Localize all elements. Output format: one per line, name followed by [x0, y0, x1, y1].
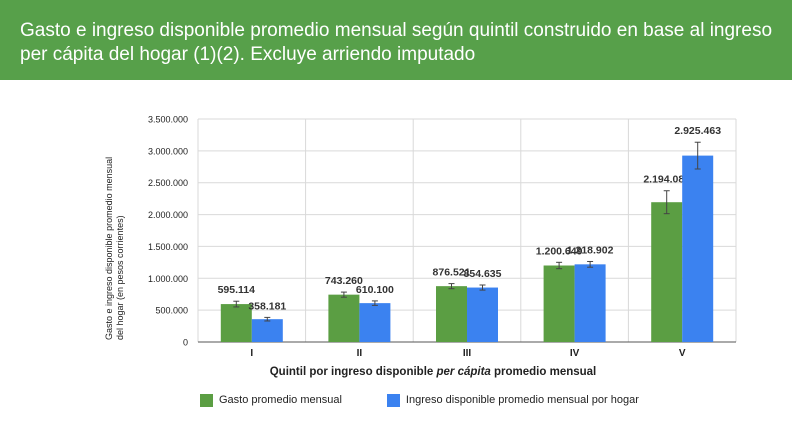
x-tick-label: V: [679, 348, 686, 359]
x-axis-title-italic: per cápita: [435, 366, 491, 378]
chart-legend: Gasto promedio mensual Ingreso disponibl…: [200, 392, 639, 408]
bar-chart: 0 500.000 1.000.000 1.500.000 2.000.000 2.500…: [104, 115, 737, 378]
data-label-ingreso: 1.218.902: [567, 244, 614, 256]
y-axis-title: Gasto e ingreso disponible promedio mens…: [104, 157, 125, 340]
legend-label-ingreso: Ingreso disponible promedio mensual por …: [405, 394, 639, 406]
x-axis-title-part: promedio mensual: [491, 366, 596, 378]
legend-item-ingreso: Ingreso disponible promedio mensual por …: [386, 393, 639, 407]
x-axis-title: Quintil por ingreso disponible per cápit…: [270, 366, 597, 378]
header-banner: Gasto e ingreso disponible promedio mens…: [0, 0, 792, 80]
bar-gasto: [436, 286, 467, 342]
y-tick-label: 1.000.000: [148, 274, 188, 284]
y-tick-label: 2.000.000: [148, 210, 188, 220]
bar-ingreso: [251, 319, 283, 342]
bar-ingreso: [682, 155, 714, 342]
y-axis-title-line: del hogar (en pesos corrientes): [115, 215, 125, 340]
legend-label-gasto: Gasto promedio mensual: [219, 394, 342, 406]
x-tick-label: IV: [570, 348, 580, 359]
data-label-ingreso: 2.925.463: [674, 125, 721, 137]
y-tick-label: 0: [183, 338, 188, 348]
legend-swatch-ingreso: [386, 393, 400, 407]
data-label-gasto: 595.114: [218, 284, 256, 296]
chart-title: Gasto e ingreso disponible promedio mens…: [20, 20, 773, 65]
bar-ingreso: [359, 303, 391, 342]
y-tick-label: 3.000.000: [148, 146, 188, 156]
bar-gasto: [328, 294, 360, 342]
data-label-gasto: 876.521: [433, 267, 471, 279]
x-tick-label: I: [250, 348, 253, 359]
y-tick-label: 500.000: [155, 306, 188, 316]
data-label-gasto: 1.200.649: [536, 245, 583, 257]
bar-gasto: [543, 265, 575, 342]
bar-gasto: [651, 202, 683, 342]
legend-item-gasto: Gasto promedio mensual: [200, 393, 342, 407]
data-label-ingreso: 358.181: [248, 300, 286, 312]
bar-ingreso: [574, 264, 606, 342]
data-label-ingreso: 854.635: [464, 268, 502, 280]
y-tick-label: 3.500.000: [148, 115, 188, 125]
bar-gasto: [220, 304, 252, 342]
bar-ingreso: [467, 287, 498, 342]
y-tick-label: 1.500.000: [148, 242, 188, 252]
x-tick-label: III: [463, 348, 472, 359]
data-label-gasto: 743.260: [325, 275, 363, 287]
x-axis-title-part: Quintil por ingreso disponible: [270, 366, 437, 378]
x-tick-label: II: [357, 348, 363, 359]
data-label-gasto: 2.194.080: [643, 174, 690, 186]
y-tick-label: 2.500.000: [148, 178, 188, 188]
data-label-ingreso: 610.100: [356, 284, 394, 296]
y-axis-title-line: Gasto e ingreso disponible promedio mens…: [104, 157, 114, 340]
legend-swatch-gasto: [200, 393, 213, 407]
